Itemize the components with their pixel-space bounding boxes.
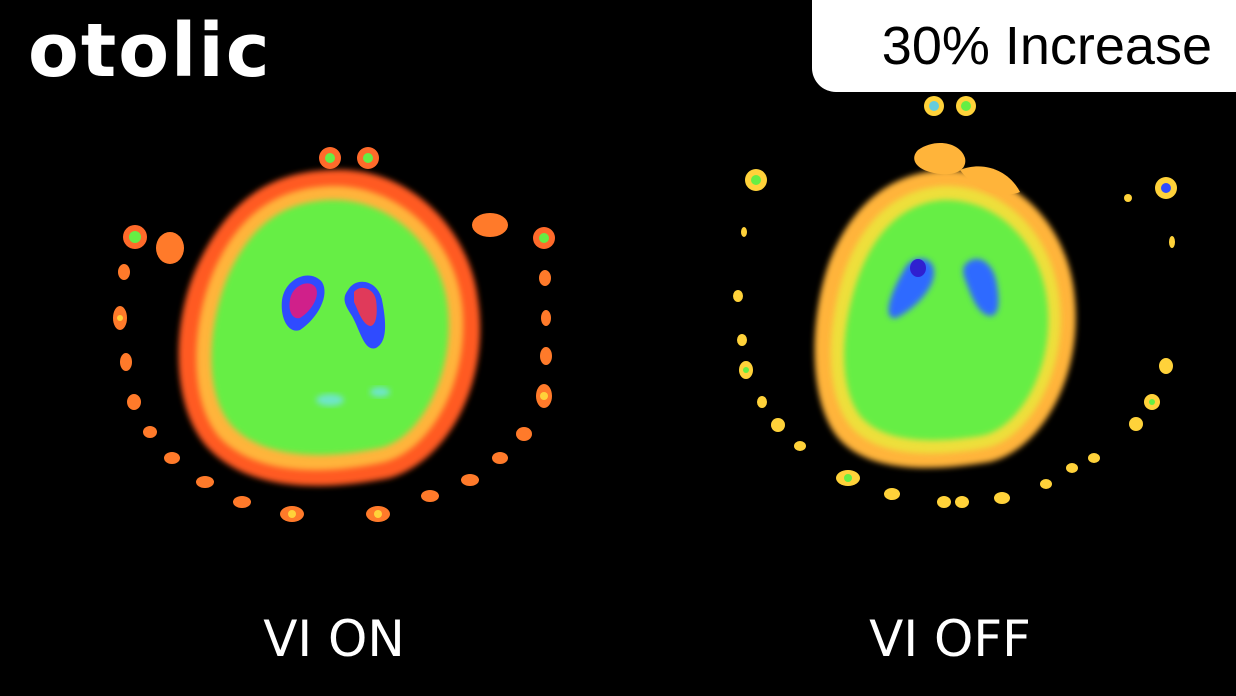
striatum-left-vi-off	[888, 258, 935, 319]
caption-vi-off: VI OFF	[869, 610, 1031, 668]
caption-vi-on: VI ON	[263, 610, 405, 668]
striatum-right-vi-on	[344, 281, 386, 349]
increase-badge: 30% Increase	[812, 0, 1236, 92]
striatum-right-vi-off	[963, 258, 999, 316]
otolic-logo: otolic	[28, 8, 272, 94]
scan-vi-off	[733, 96, 1177, 508]
scan-vi-on	[113, 147, 555, 522]
increase-badge-text: 30% Increase	[881, 16, 1212, 76]
striatum-left-vi-on	[281, 275, 325, 331]
